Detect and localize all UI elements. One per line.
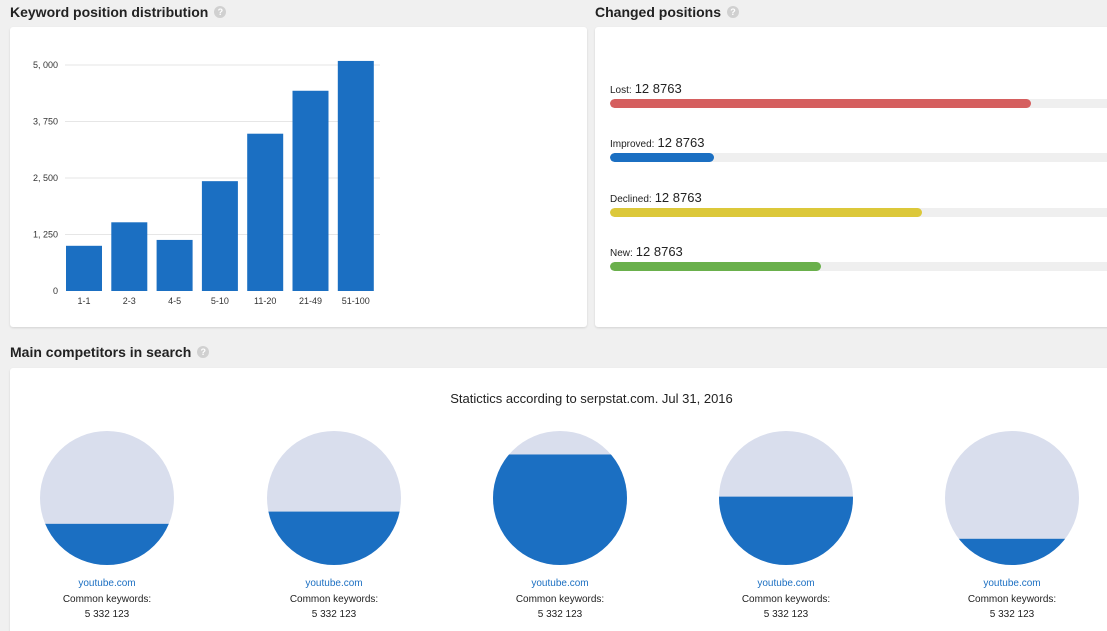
bar[interactable] (201, 181, 238, 291)
competitor-link[interactable]: youtube.com (78, 578, 136, 589)
competitor-value: 5 332 123 (537, 609, 583, 620)
position-label-text: Improved: (610, 139, 655, 150)
help-icon[interactable]: ? (197, 346, 210, 358)
position-value: 12 8763 (654, 190, 702, 205)
x-tick-label: 51-100 (342, 296, 370, 306)
keyword-distribution-title: Keyword position distribution ? (10, 4, 227, 20)
position-label-text: Lost: (610, 85, 632, 96)
keyword-distribution-card: 0 1, 250 2, 500 3, 750 5, 000 1-1 2-3 4-5 5-10 11… (10, 27, 587, 327)
position-label-improved: Improved: 12 8763 (610, 135, 1107, 150)
x-tick-label: 1-1 (77, 296, 90, 306)
position-label-text: Declined: (610, 194, 652, 205)
pie-fill (719, 496, 853, 565)
competitor-pie (267, 431, 401, 565)
y-tick-label: 2, 500 (33, 173, 58, 183)
competitor-item: youtube.com Common keywords: 5 332 123 (480, 430, 640, 620)
competitor-pie (40, 431, 174, 565)
position-label-declined: Declined: 12 8763 (610, 190, 1107, 205)
competitor-link[interactable]: youtube.com (305, 578, 363, 589)
competitor-link[interactable]: youtube.com (757, 578, 815, 589)
y-tick-label: 3, 750 (33, 117, 58, 127)
competitor-label: Common keywords: (515, 594, 605, 605)
position-bar-track (610, 99, 1107, 108)
competitor-pie (945, 431, 1079, 565)
keyword-distribution-title-text: Keyword position distribution (10, 4, 209, 20)
position-row-lost: Lost: 12 8763 (610, 81, 1107, 108)
position-row-declined: Declined: 12 8763 (610, 190, 1107, 217)
competitor-pie (493, 431, 627, 565)
competitors-card: Statictics according to serpstat.com. Ju… (10, 368, 1107, 631)
position-bar-track (610, 262, 1107, 271)
pie-background (945, 431, 1079, 565)
competitor-pie (719, 431, 853, 565)
bar[interactable] (337, 60, 374, 291)
position-bar-track (610, 153, 1107, 162)
position-row-improved: Improved: 12 8763 (610, 135, 1107, 162)
position-row-new: New: 12 8763 (610, 244, 1107, 271)
competitor-link[interactable]: youtube.com (983, 578, 1041, 589)
position-label-lost: Lost: 12 8763 (610, 81, 1107, 96)
position-label-text: New: (610, 248, 633, 259)
competitor-label: Common keywords: (62, 594, 152, 605)
position-value: 12 8763 (634, 81, 682, 96)
competitor-value: 5 332 123 (763, 609, 809, 620)
bar[interactable] (292, 90, 329, 291)
bar[interactable] (247, 133, 284, 291)
pie-fill (493, 454, 627, 565)
keyword-distribution-chart: 0 1, 250 2, 500 3, 750 5, 000 1-1 2-3 4-5 5-10 11… (33, 60, 380, 306)
competitor-label: Common keywords: (289, 594, 379, 605)
x-tick-label: 11-20 (254, 296, 276, 306)
competitor-item: youtube.com Common keywords: 5 332 123 (932, 430, 1092, 620)
x-tick-label: 4-5 (168, 296, 181, 306)
position-bar-fill (610, 99, 1032, 108)
changed-positions-card: Lost: 12 8763 Improved: 12 8763 Declined: 1… (595, 27, 1107, 327)
y-tick-label: 5, 000 (33, 60, 58, 70)
position-value: 12 8763 (657, 135, 705, 150)
y-tick-label: 0 (53, 286, 58, 296)
position-bar-fill (610, 208, 922, 217)
bar[interactable] (156, 239, 193, 291)
bar[interactable] (66, 245, 102, 291)
pie-fill (267, 511, 401, 565)
pie-fill (945, 538, 1079, 565)
competitor-link[interactable]: youtube.com (531, 578, 589, 589)
competitor-item: youtube.com Common keywords: 5 332 123 (706, 430, 866, 620)
competitor-label: Common keywords: (741, 594, 831, 605)
position-value: 12 8763 (635, 244, 683, 259)
competitor-value: 5 332 123 (311, 609, 357, 620)
competitor-value: 5 332 123 (84, 609, 130, 620)
pie-fill (40, 523, 174, 565)
position-label-new: New: 12 8763 (610, 244, 1107, 259)
x-tick-label: 2-3 (123, 296, 136, 306)
competitors-title: Main competitors in search ? (10, 344, 210, 360)
x-tick-label: 5-10 (211, 296, 229, 306)
changed-positions-title-text: Changed positions (595, 4, 721, 20)
y-tick-label: 1, 250 (33, 230, 58, 240)
competitor-item: youtube.com Common keywords: 5 332 123 (27, 430, 187, 620)
competitor-item: youtube.com Common keywords: 5 332 123 (254, 430, 414, 620)
changed-positions-title: Changed positions ? (595, 4, 739, 20)
position-bar-track (610, 208, 1107, 217)
x-tick-label: 21-49 (299, 296, 322, 306)
statistics-caption: Statictics according to serpstat.com. Ju… (450, 391, 733, 406)
position-bar-fill (610, 153, 714, 162)
help-icon[interactable]: ? (214, 6, 227, 18)
bar[interactable] (111, 222, 148, 291)
competitor-label: Common keywords: (967, 594, 1057, 605)
competitors-title-text: Main competitors in search (10, 344, 192, 360)
help-icon[interactable]: ? (727, 6, 739, 18)
competitor-value: 5 332 123 (989, 609, 1035, 620)
position-bar-fill (610, 262, 821, 271)
